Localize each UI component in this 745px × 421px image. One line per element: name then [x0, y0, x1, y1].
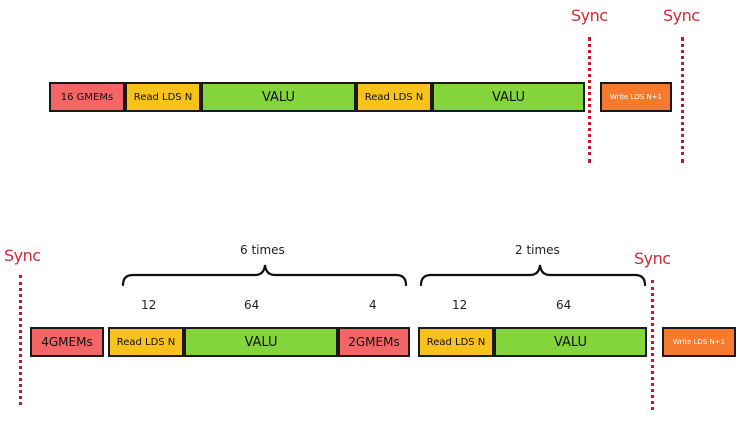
top-valu-block-2: VALU [432, 82, 585, 112]
top-valu-block-1: VALU [201, 82, 356, 112]
top-sync-line-1 [588, 37, 591, 163]
count-valu-2: 64 [556, 298, 572, 312]
bottom-sync-line-left [19, 275, 22, 405]
top-write-lds-block: Write LDS N+1 [600, 82, 672, 112]
count-gmem-2: 4 [369, 298, 377, 312]
top-gmem-block: 16 GMEMs [49, 82, 125, 112]
bottom-valu-block-2: VALU [494, 327, 647, 357]
bottom-gmem-block-2: 2GMEMs [338, 327, 410, 357]
count-read-lds-2: 12 [452, 298, 468, 312]
top-sync-line-2 [681, 37, 684, 163]
top-sync-label-1: Sync [571, 6, 608, 25]
top-read-lds-block-2: Read LDS N [356, 82, 432, 112]
bottom-sync-label-right: Sync [634, 249, 671, 268]
brace-6-times [121, 264, 408, 287]
count-read-lds-1: 12 [141, 298, 157, 312]
bottom-read-lds-block-1: Read LDS N [108, 327, 184, 357]
brace-label-2-times: 2 times [515, 243, 560, 257]
top-read-lds-block-1: Read LDS N [125, 82, 201, 112]
bottom-read-lds-block-2: Read LDS N [418, 327, 494, 357]
bottom-sync-line-right [651, 280, 654, 410]
top-sync-label-2: Sync [663, 6, 700, 25]
count-valu-1: 64 [244, 298, 260, 312]
bottom-sync-label-left: Sync [4, 246, 41, 265]
bottom-gmem-block-1: 4GMEMs [30, 327, 104, 357]
brace-2-times [419, 264, 647, 287]
bottom-write-lds-block: Write LDS N+1 [662, 327, 736, 357]
bottom-valu-block-1: VALU [184, 327, 338, 357]
brace-label-6-times: 6 times [240, 243, 285, 257]
